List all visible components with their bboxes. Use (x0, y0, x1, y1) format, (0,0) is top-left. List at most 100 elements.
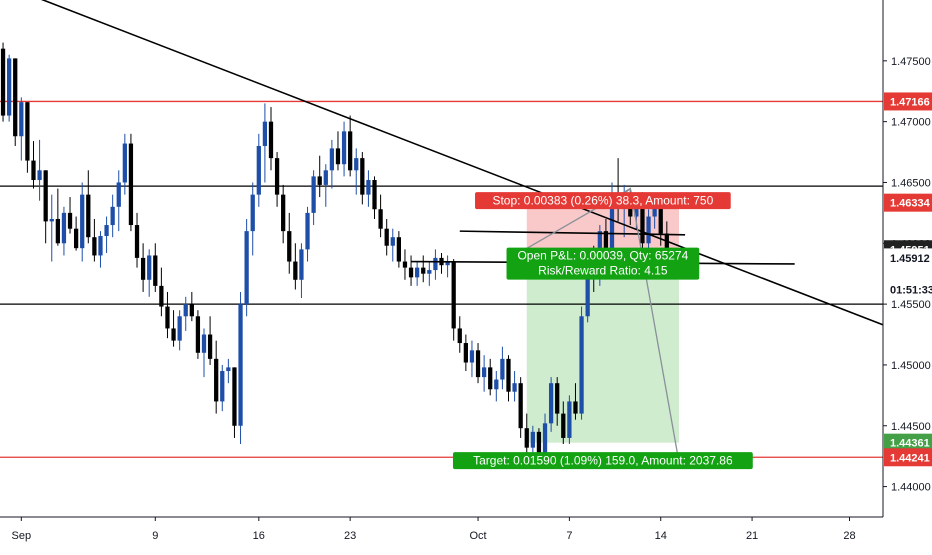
candle-body (128, 143, 134, 226)
candle-body (415, 267, 420, 278)
candle-body (475, 350, 481, 378)
candle-body (7, 58, 12, 116)
candle-body (360, 158, 365, 195)
candle-body (421, 267, 426, 274)
candle-body (506, 358, 511, 392)
candle-body (335, 148, 341, 165)
candle-body (92, 237, 97, 256)
price-label: 01:51:33 (890, 285, 932, 297)
stop-label-bg (475, 192, 731, 210)
candle-body (86, 194, 91, 238)
candle-body (311, 176, 316, 213)
candle-body (366, 180, 371, 195)
candle-body (31, 160, 36, 181)
candle-body (67, 212, 73, 229)
candle-body (232, 367, 237, 426)
candle-body (348, 131, 353, 171)
price-label: 1.47166 (890, 96, 930, 108)
candle-body (116, 182, 121, 207)
price-tick-label: 1.47500 (891, 56, 931, 68)
price-label: 1.44241 (890, 452, 930, 464)
candle-body (579, 316, 584, 414)
candle-body (37, 170, 42, 181)
candle-body (98, 235, 103, 256)
candle-body (25, 102, 30, 161)
price-label-bg (884, 92, 932, 111)
candle-body (299, 249, 304, 280)
trend-line-0 (40, 0, 887, 327)
time-tick-label: 28 (843, 530, 855, 542)
candle-body (317, 176, 322, 185)
time-tick-label: 21 (746, 530, 758, 542)
pnl-box-bg (506, 247, 700, 280)
candle-body (262, 121, 268, 146)
candle-body (555, 383, 560, 414)
candle-body (305, 212, 310, 250)
candle-body (451, 261, 456, 329)
price-tick-label: 1.47000 (891, 117, 931, 129)
candle-body (530, 431, 535, 448)
price-tick-label: 1.45500 (891, 299, 931, 311)
price-tick-label: 1.44000 (891, 482, 931, 494)
candle-body (384, 228, 389, 246)
candle-body (481, 367, 487, 378)
candle-body (494, 379, 499, 390)
candle-body (0, 48, 6, 116)
candle-body (256, 145, 261, 195)
price-label: 1.45912 (890, 253, 930, 265)
candle-body (153, 255, 158, 286)
candle-body (238, 304, 243, 426)
candle-body (80, 194, 85, 249)
target-label: Target: 0.01590 (1.09%) 159.0, Amount: 2… (473, 454, 733, 468)
candle-body (427, 270, 432, 274)
candle-body (49, 218, 54, 222)
candle-body (573, 401, 578, 414)
price-label-bg (883, 280, 932, 300)
candle-body (433, 257, 438, 271)
candle-body (658, 206, 663, 234)
time-tick-label: 16 (253, 530, 265, 542)
candle-body (536, 431, 542, 455)
time-tick-label: Sep (12, 530, 32, 542)
candle-body (378, 209, 383, 229)
candle-body (177, 316, 182, 341)
candle-body (250, 194, 255, 232)
candle-body (603, 231, 609, 250)
price-label: 1.46334 (890, 198, 931, 210)
candle-body (323, 170, 328, 185)
time-tick-label: Oct (469, 530, 486, 542)
candle-body (274, 158, 280, 195)
candle-body (287, 231, 292, 262)
candle-body (457, 328, 462, 344)
candle-body (226, 367, 231, 372)
candle-body (640, 200, 645, 244)
time-tick-label: 9 (152, 530, 158, 542)
candle-body (500, 358, 505, 380)
time-tick-label: 23 (344, 530, 356, 542)
candle-body (183, 304, 188, 317)
candle-body (165, 306, 170, 329)
candle-body (341, 131, 347, 165)
candle-body (19, 102, 24, 137)
price-label-bg (884, 433, 932, 452)
price-label: 1.44361 (890, 438, 930, 450)
price-tick-label: 1.46500 (891, 177, 931, 189)
time-tick-label: 7 (566, 530, 572, 542)
candle-body (329, 148, 335, 171)
pnl-label: Open P&L: 0.00039, Qty: 65274 (517, 249, 688, 263)
candle-body (542, 423, 548, 455)
price-tick-label: 1.45000 (891, 360, 931, 372)
candle-body (372, 180, 377, 210)
candle-body (354, 158, 359, 171)
candle-body (585, 267, 590, 317)
candle-body (55, 218, 60, 244)
time-tick-label: 14 (655, 530, 667, 542)
trend-line-1 (459, 230, 686, 236)
candle-body (524, 428, 529, 448)
candle-body (122, 143, 127, 183)
candle-body (171, 328, 176, 341)
target-label-bg (452, 452, 753, 470)
